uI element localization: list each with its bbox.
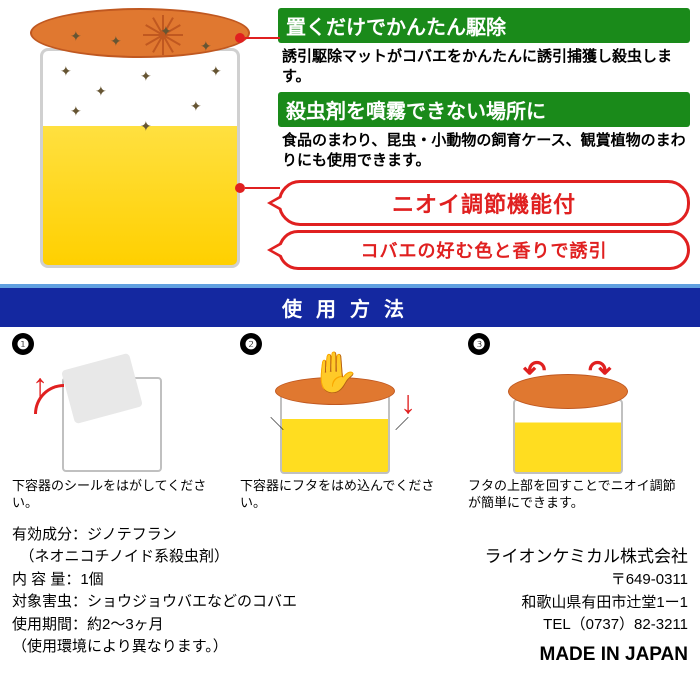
usage-steps: ❶ ↑ 下容器のシールをはがしてください。 ❷ ✋ ↓ ＼ ／ 下容器にフタをは… — [0, 327, 700, 518]
step-3: ❸ ↶ ↷ フタの上部を回すことでニオイ調節が簡単にできます。 — [464, 333, 692, 512]
product-specs: 有効成分：ジノテフラン （ネオニコチノイド系殺虫剤） 内 容 量：1個 対象害虫… — [12, 524, 485, 670]
feature-header-1: 置くだけでかんたん駆除 — [278, 8, 690, 43]
feature-header-2: 殺虫剤を噴霧できない場所に — [278, 92, 690, 127]
step-1: ❶ ↑ 下容器のシールをはがしてください。 — [8, 333, 236, 512]
callout-odor-control: ニオイ調節機能付 — [278, 180, 690, 226]
product-image: ✦ ✦ ✦ ✦ ✦ ✦ ✦ ✦ ✦ ✦ ✦ — [10, 8, 270, 278]
company-info: ライオンケミカル株式会社 〒649-0311 和歌山県有田市辻堂1ー1 TEL（… — [485, 524, 689, 670]
feature-desc-2: 食品のまわり、昆虫・小動物の飼育ケース、観賞植物のまわりにも使用できます。 — [278, 129, 690, 176]
step-2: ❷ ✋ ↓ ＼ ／ 下容器にフタをはめ込んでください。 — [236, 333, 464, 512]
usage-header: 使用方法 — [0, 284, 700, 327]
callout-attraction: コバエの好む色と香りで誘引 — [278, 230, 690, 270]
feature-desc-1: 誘引駆除マットがコバエをかんたんに誘引捕獲し殺虫します。 — [278, 45, 690, 92]
made-in-label: MADE IN JAPAN — [485, 641, 689, 670]
